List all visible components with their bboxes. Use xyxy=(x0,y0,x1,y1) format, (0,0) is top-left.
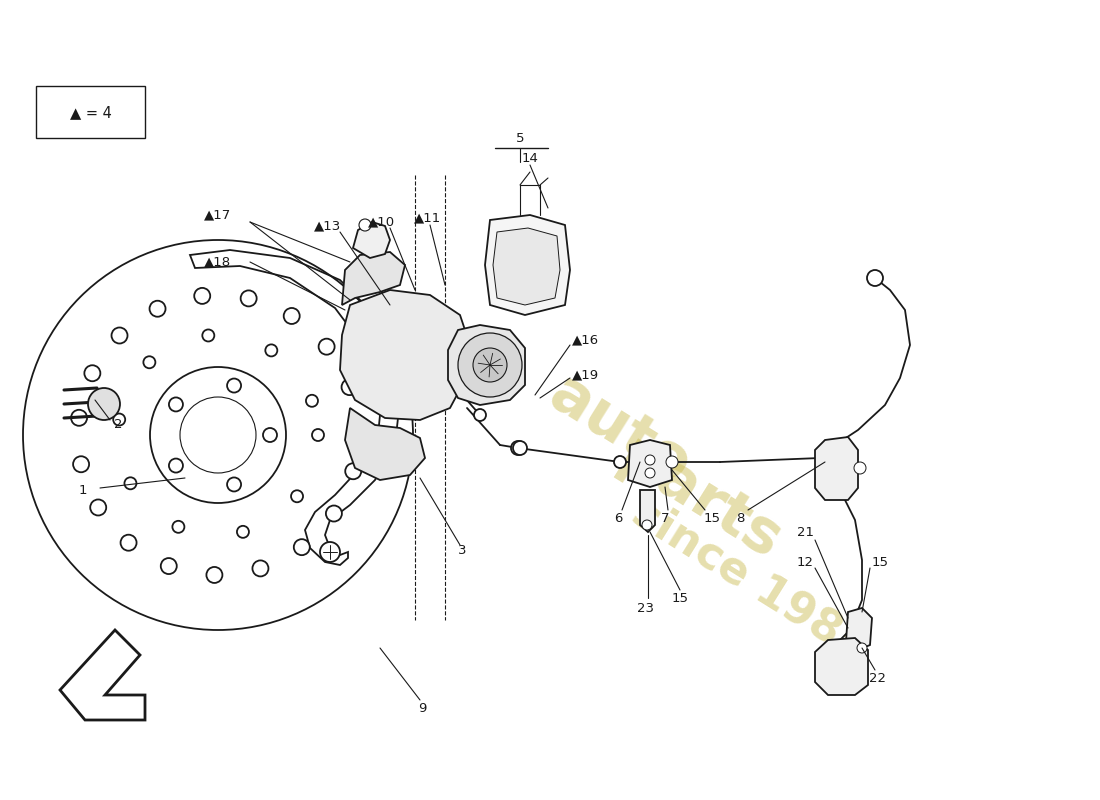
Text: 12: 12 xyxy=(796,555,814,569)
Circle shape xyxy=(642,520,652,530)
Text: ▲ = 4: ▲ = 4 xyxy=(70,106,112,121)
Circle shape xyxy=(207,567,222,583)
Circle shape xyxy=(284,308,299,324)
Circle shape xyxy=(85,366,100,382)
Text: 21: 21 xyxy=(796,526,814,539)
Text: parts: parts xyxy=(608,427,792,573)
Polygon shape xyxy=(485,215,570,315)
Circle shape xyxy=(512,441,525,455)
Circle shape xyxy=(113,414,125,426)
Text: 6: 6 xyxy=(614,511,623,525)
Text: 23: 23 xyxy=(637,602,653,614)
Text: 8: 8 xyxy=(736,511,745,525)
Text: 15: 15 xyxy=(671,591,689,605)
Polygon shape xyxy=(448,325,525,405)
Circle shape xyxy=(473,348,507,382)
Circle shape xyxy=(161,558,177,574)
Circle shape xyxy=(73,456,89,472)
Polygon shape xyxy=(60,630,145,720)
Text: 15: 15 xyxy=(871,555,889,569)
Circle shape xyxy=(614,456,626,468)
Polygon shape xyxy=(846,608,872,650)
Text: ▲10: ▲10 xyxy=(368,215,396,229)
Circle shape xyxy=(265,345,277,357)
Circle shape xyxy=(241,290,256,306)
Polygon shape xyxy=(353,222,390,258)
Circle shape xyxy=(169,398,183,411)
Circle shape xyxy=(90,499,107,515)
Circle shape xyxy=(857,643,867,653)
Text: ▲16: ▲16 xyxy=(572,334,600,346)
Circle shape xyxy=(513,441,527,455)
Circle shape xyxy=(320,542,340,562)
Circle shape xyxy=(227,378,241,393)
Polygon shape xyxy=(493,228,560,305)
Polygon shape xyxy=(342,252,405,305)
Text: 7: 7 xyxy=(661,511,669,525)
Text: 15: 15 xyxy=(704,511,720,525)
Polygon shape xyxy=(340,290,470,420)
Circle shape xyxy=(263,428,277,442)
Circle shape xyxy=(202,330,215,342)
Circle shape xyxy=(645,455,654,465)
Circle shape xyxy=(345,463,361,479)
Circle shape xyxy=(252,561,268,577)
Circle shape xyxy=(169,458,183,473)
FancyBboxPatch shape xyxy=(36,86,145,138)
Circle shape xyxy=(326,506,342,522)
Circle shape xyxy=(227,478,241,491)
Circle shape xyxy=(306,394,318,406)
Polygon shape xyxy=(815,437,858,500)
Text: auto: auto xyxy=(538,364,702,496)
Polygon shape xyxy=(815,638,868,695)
Circle shape xyxy=(121,534,136,550)
Circle shape xyxy=(88,388,120,420)
Circle shape xyxy=(294,539,310,555)
Polygon shape xyxy=(628,440,672,487)
Polygon shape xyxy=(640,490,654,532)
Circle shape xyxy=(150,301,165,317)
Circle shape xyxy=(474,409,486,421)
Text: ▲18: ▲18 xyxy=(205,255,232,269)
Text: 3: 3 xyxy=(458,543,466,557)
Circle shape xyxy=(173,521,185,533)
Text: since 1985: since 1985 xyxy=(625,490,876,670)
Circle shape xyxy=(124,478,136,490)
Text: ▲11: ▲11 xyxy=(415,211,441,225)
Circle shape xyxy=(319,338,334,354)
Circle shape xyxy=(854,462,866,474)
Circle shape xyxy=(342,379,358,395)
Circle shape xyxy=(312,429,324,441)
Circle shape xyxy=(359,219,371,231)
Text: 9: 9 xyxy=(418,702,426,714)
Circle shape xyxy=(666,456,678,468)
Text: 14: 14 xyxy=(521,151,538,165)
Text: ▲17: ▲17 xyxy=(205,209,232,222)
Text: 2: 2 xyxy=(113,418,122,431)
Circle shape xyxy=(72,410,87,426)
Circle shape xyxy=(458,333,522,397)
Text: 22: 22 xyxy=(869,671,887,685)
Circle shape xyxy=(195,288,210,304)
Circle shape xyxy=(292,490,302,502)
Text: 1: 1 xyxy=(79,483,87,497)
Text: ▲19: ▲19 xyxy=(572,369,600,382)
Text: ▲13: ▲13 xyxy=(315,219,342,233)
Text: 5: 5 xyxy=(516,131,525,145)
Circle shape xyxy=(111,327,128,343)
Circle shape xyxy=(645,468,654,478)
Circle shape xyxy=(236,526,249,538)
Circle shape xyxy=(867,270,883,286)
Polygon shape xyxy=(345,408,425,480)
Circle shape xyxy=(143,356,155,368)
